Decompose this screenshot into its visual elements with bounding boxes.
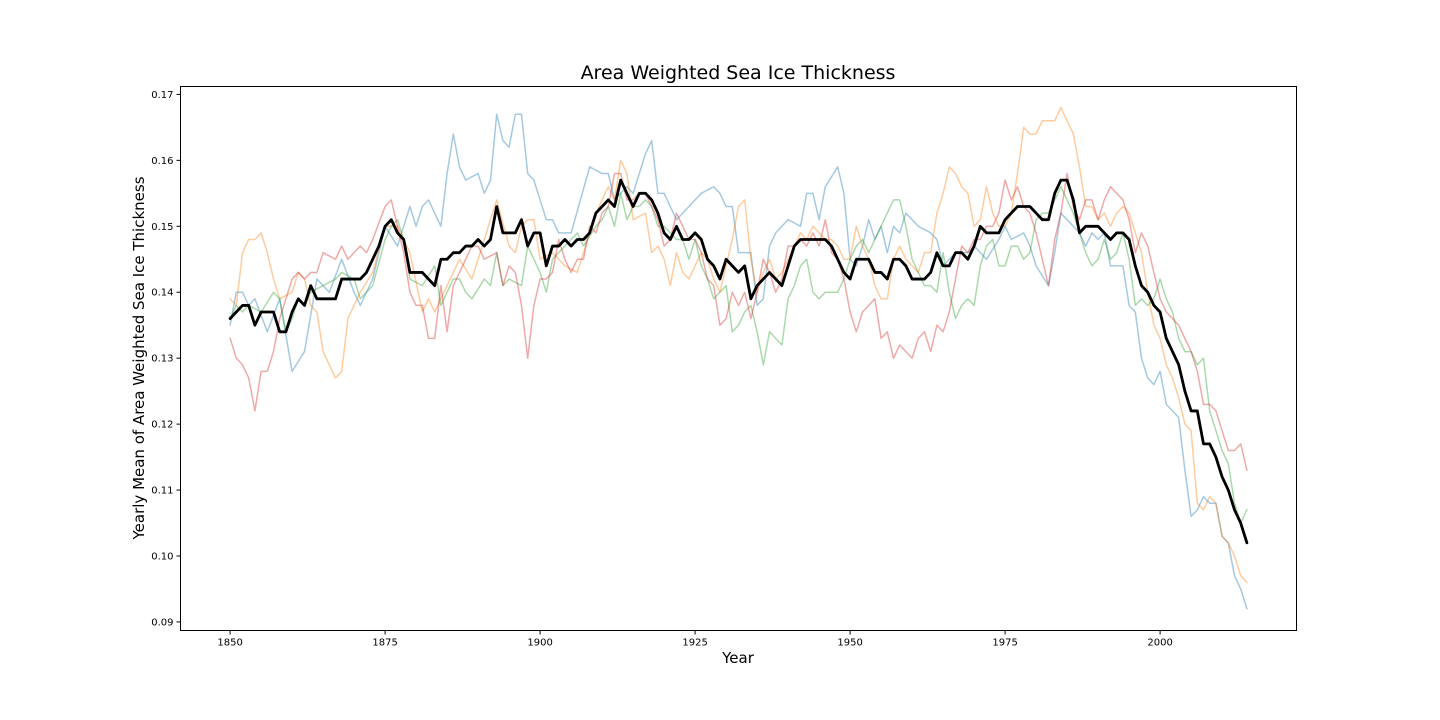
- series-line-mean: [228, 178, 1249, 545]
- y-axis: 0.09 0.10 0.11 0.12 0.13 0.14 0.15 0.16 0.17: [151, 90, 181, 628]
- x-tick-label: 1925: [682, 638, 707, 649]
- x-tick-label: 1975: [992, 638, 1017, 649]
- x-tick-label: 1950: [837, 638, 862, 649]
- series-line-4: [229, 172, 1248, 472]
- y-tick-label: 0.17: [151, 90, 173, 101]
- series-line-1: [229, 113, 1248, 610]
- plot-frame: [180, 86, 1297, 631]
- x-axis: 1850 1875 1900 1925 1950 1975 2000: [217, 630, 1173, 649]
- y-tick-label: 0.13: [151, 354, 173, 365]
- chart-title: Area Weighted Sea Ice Thickness: [581, 62, 896, 84]
- y-tick-label: 0.16: [151, 156, 173, 167]
- x-tick-label: 1900: [527, 638, 552, 649]
- y-tick-label: 0.11: [151, 486, 173, 497]
- series-line-2: [229, 106, 1248, 584]
- y-tick-label: 0.14: [151, 288, 173, 299]
- x-tick-label: 1850: [217, 638, 242, 649]
- x-tick-label: 2000: [1147, 638, 1172, 649]
- x-tick-label: 1875: [372, 638, 397, 649]
- y-tick-label: 0.15: [151, 222, 173, 233]
- y-axis-label: Yearly Mean of Area Weighted Sea Ice Thi…: [130, 176, 148, 540]
- y-tick-label: 0.12: [151, 420, 173, 431]
- y-tick-label: 0.10: [151, 551, 173, 562]
- series-layer: [228, 106, 1249, 610]
- y-tick-label: 0.09: [151, 617, 173, 628]
- x-axis-label: Year: [721, 649, 755, 667]
